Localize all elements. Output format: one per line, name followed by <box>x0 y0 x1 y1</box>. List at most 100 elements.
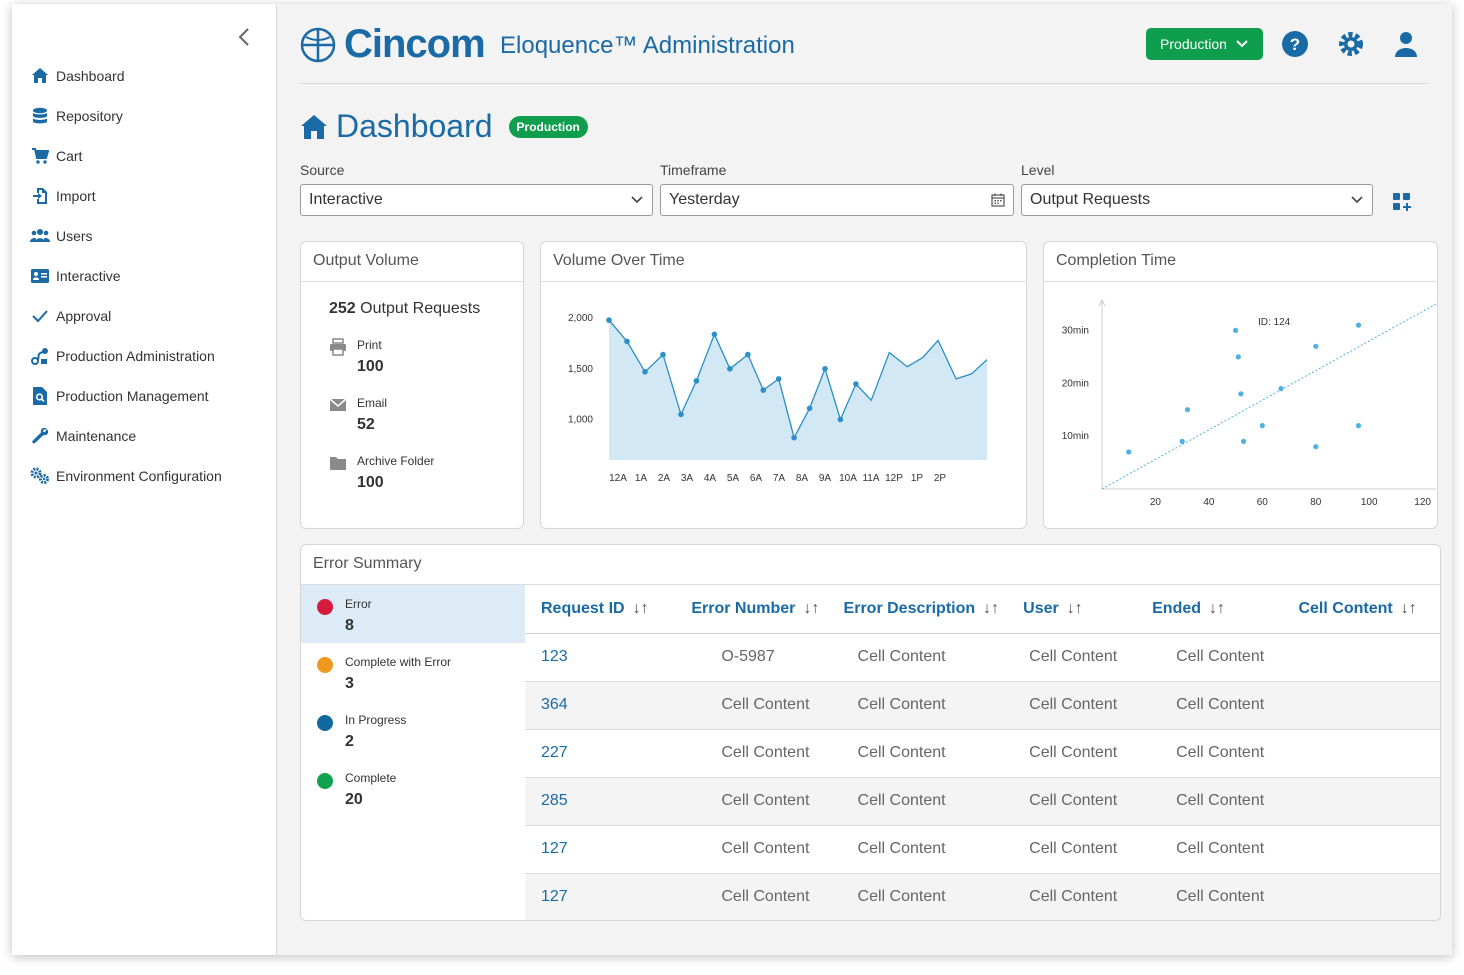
sidebar-item-production-administration[interactable]: Production Administration <box>12 336 277 376</box>
scatter-point[interactable] <box>1126 449 1132 455</box>
request-id-link[interactable]: 127 <box>525 873 676 920</box>
data-point[interactable] <box>822 366 828 372</box>
status-item-complete-with-error[interactable]: Complete with Error 3 <box>301 643 525 701</box>
scatter-point[interactable] <box>1278 386 1284 392</box>
sidebar-item-approval[interactable]: Approval <box>12 296 277 336</box>
request-id-link[interactable]: 227 <box>525 729 676 778</box>
table-cell: Cell Content <box>827 873 1000 920</box>
scatter-point[interactable] <box>1313 343 1319 349</box>
data-point[interactable] <box>745 351 751 358</box>
help-icon[interactable]: ? <box>1281 30 1309 58</box>
data-point[interactable] <box>693 378 700 384</box>
request-id-link[interactable]: 364 <box>525 681 676 730</box>
column-header-ended[interactable]: Ended ↓↑ <box>1146 585 1293 634</box>
environment-badge: Production <box>508 115 588 138</box>
request-id-link[interactable]: 127 <box>525 825 676 874</box>
data-point[interactable] <box>806 405 813 412</box>
envelope-icon <box>329 398 347 411</box>
user-profile-icon[interactable] <box>1392 30 1420 58</box>
y-tick-label: 2,000 <box>568 313 593 324</box>
request-id-link[interactable]: 123 <box>525 633 676 682</box>
completion-time-card: Completion Time 10min 20min 30min 20 40 60 80 1… <box>1043 241 1438 529</box>
environment-dropdown[interactable]: Production <box>1146 28 1263 60</box>
source-filter: Source Interactive <box>300 162 653 216</box>
cincom-logo-mark <box>300 27 336 62</box>
data-point[interactable] <box>791 434 797 441</box>
table-row[interactable]: 227 Cell Content Cell Content Cell Content C… <box>525 729 1440 778</box>
source-value: Interactive <box>309 191 383 208</box>
scatter-point[interactable] <box>1235 354 1241 360</box>
sidebar-item-repository[interactable]: Repository <box>12 96 277 136</box>
calendar-icon[interactable] <box>991 193 1005 207</box>
level-select[interactable]: Output Requests <box>1021 184 1373 216</box>
sidebar-item-interactive[interactable]: Interactive <box>12 256 277 296</box>
data-point[interactable] <box>606 317 612 323</box>
sidebar-item-users[interactable]: Users <box>12 216 277 256</box>
scatter-point[interactable] <box>1313 444 1319 450</box>
table-cell: Cell Content <box>999 681 1147 730</box>
data-point[interactable] <box>760 387 767 393</box>
scatter-point[interactable] <box>1179 438 1185 444</box>
table-cell: Cell Content <box>999 777 1147 826</box>
table-cell: Cell Content <box>675 681 828 730</box>
data-point[interactable] <box>642 369 648 375</box>
data-point[interactable] <box>775 376 782 382</box>
status-item-complete[interactable]: Complete 20 <box>301 759 525 817</box>
sort-icon[interactable]: ↓↑ <box>1066 599 1083 617</box>
data-point[interactable] <box>853 381 859 387</box>
sort-icon[interactable]: ↓↑ <box>1400 599 1417 617</box>
sidebar-item-environment-configuration[interactable]: Environment Configuration <box>12 456 277 496</box>
column-header-request-id[interactable]: Request ID ↓↑ <box>525 585 676 634</box>
sort-icon[interactable]: ↓↑ <box>1209 599 1226 617</box>
sidebar-item-cart[interactable]: Cart <box>12 136 277 176</box>
status-item-error[interactable]: Error 8 <box>301 585 525 643</box>
source-select[interactable]: Interactive <box>300 184 653 216</box>
table-row[interactable]: 127 Cell Content Cell Content Cell Content C… <box>525 825 1440 874</box>
data-point[interactable] <box>837 416 844 423</box>
scatter-point[interactable] <box>1241 438 1247 444</box>
card-title: Output Volume <box>301 242 523 282</box>
add-widget-icon[interactable] <box>1392 192 1414 214</box>
request-id-link[interactable]: 285 <box>525 777 676 826</box>
table-cell: O-5987 <box>675 633 828 682</box>
collapse-sidebar-icon[interactable] <box>236 26 254 48</box>
data-point[interactable] <box>624 338 630 345</box>
sort-icon[interactable]: ↓↑ <box>983 599 1000 617</box>
scatter-point[interactable] <box>1238 391 1244 397</box>
column-header-error-description[interactable]: Error Description ↓↑ <box>827 585 1000 634</box>
sort-icon[interactable]: ↓↑ <box>803 599 820 617</box>
data-point[interactable] <box>711 331 718 338</box>
logo-text: Cincom <box>344 22 486 66</box>
sidebar-item-import[interactable]: Import <box>12 176 277 216</box>
column-header-error-number[interactable]: Error Number ↓↑ <box>675 585 828 634</box>
table-row[interactable]: 123 O-5987 Cell Content Cell Content Cell Co… <box>525 633 1440 682</box>
sort-icon[interactable]: ↓↑ <box>632 599 649 617</box>
sidebar-item-production-management[interactable]: Production Management <box>12 376 277 416</box>
table-row[interactable]: 127 Cell Content Cell Content Cell Content C… <box>525 873 1440 920</box>
workflow-icon <box>30 346 50 366</box>
folder-icon <box>330 457 346 470</box>
status-item-in-progress[interactable]: In Progress 2 <box>301 701 525 759</box>
column-label: Request ID <box>541 599 625 617</box>
sidebar-item-maintenance[interactable]: Maintenance <box>12 416 277 456</box>
data-point[interactable] <box>678 411 684 418</box>
cincom-logo[interactable]: Cincom <box>300 22 486 67</box>
table-row[interactable]: 364 Cell Content Cell Content Cell Content C… <box>525 681 1440 730</box>
scatter-point[interactable] <box>1355 423 1362 429</box>
scatter-point[interactable] <box>1233 327 1239 333</box>
scatter-point[interactable] <box>1259 423 1265 429</box>
data-point[interactable] <box>727 366 733 372</box>
sidebar-item-dashboard[interactable]: Dashboard <box>12 56 277 96</box>
scatter-point[interactable] <box>1184 407 1191 413</box>
scatter-point[interactable] <box>1355 322 1362 328</box>
timeframe-input[interactable]: Yesterday <box>660 184 1014 216</box>
data-point[interactable] <box>660 351 666 358</box>
card-title: Completion Time <box>1044 242 1437 282</box>
table-row[interactable]: 285 Cell Content Cell Content Cell Content C… <box>525 777 1440 826</box>
x-tick-label: 1P <box>911 473 924 484</box>
column-header-user[interactable]: User ↓↑ <box>999 585 1147 634</box>
id-card-icon <box>30 266 50 286</box>
table-cell: Cell Content <box>827 777 1000 826</box>
column-header-cell-content[interactable]: Cell Content ↓↑ <box>1292 585 1440 634</box>
settings-gear-icon[interactable] <box>1337 30 1365 58</box>
